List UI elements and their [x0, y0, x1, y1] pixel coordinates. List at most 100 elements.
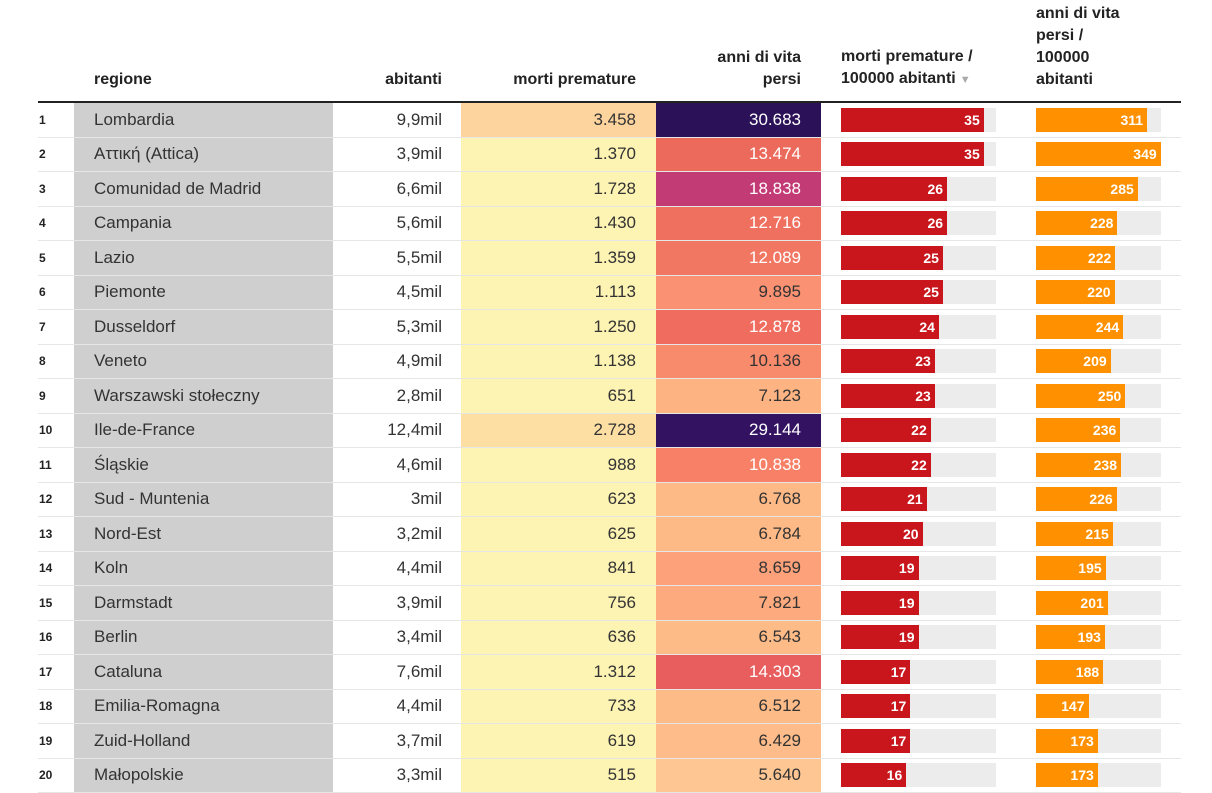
- years-lost-cell: 6.768: [656, 483, 821, 517]
- years-lost-per-100k-label: 244: [1096, 319, 1119, 335]
- years-lost-cell: 6.543: [656, 621, 821, 655]
- deaths-bar-track: 17: [841, 694, 996, 718]
- deaths-bar-track: 17: [841, 660, 996, 684]
- sort-descending-icon: ▼: [960, 74, 971, 86]
- header-years-lost-per-100k-line-3: 100000: [1036, 47, 1120, 69]
- years-lost-per-100k-cell: 222: [1036, 241, 1161, 275]
- years-lost-per-100k-cell: 215: [1036, 517, 1161, 551]
- years-lost-cell: 18.838: [656, 172, 821, 206]
- deaths-per-100k-label: 25: [923, 284, 939, 300]
- row-rank: 15: [38, 586, 74, 620]
- deaths-per-100k-bar: 20: [841, 522, 923, 546]
- deaths-per-100k-cell: 16: [841, 759, 996, 793]
- years-lost-per-100k-cell: 238: [1036, 448, 1161, 482]
- deaths-bar-track: 21: [841, 487, 996, 511]
- header-premature-deaths[interactable]: morti premature: [461, 69, 636, 91]
- years-lost-cell: 12.089: [656, 241, 821, 275]
- header-years-lost-per-100k[interactable]: anni di vita persi / 100000 abitanti: [1036, 3, 1120, 91]
- region-name: Αττική (Attica): [74, 138, 333, 172]
- years-bar-track: 220: [1036, 280, 1161, 304]
- premature-deaths-cell: 651: [461, 379, 656, 413]
- population-value: 3,2mil: [333, 517, 442, 551]
- deaths-per-100k-label: 35: [964, 146, 980, 162]
- deaths-per-100k-cell: 19: [841, 552, 996, 586]
- years-lost-per-100k-label: 195: [1078, 560, 1101, 576]
- header-years-lost-line-1: anni di vita: [656, 47, 801, 69]
- header-deaths-per-100k[interactable]: morti premature / 100000 abitanti▼: [841, 46, 973, 91]
- premature-deaths-cell: 1.728: [461, 172, 656, 206]
- years-bar-track: 193: [1036, 625, 1161, 649]
- row-rank: 9: [38, 379, 74, 413]
- row-rank: 6: [38, 276, 74, 310]
- years-lost-cell: 30.683: [656, 103, 821, 137]
- deaths-per-100k-cell: 35: [841, 138, 996, 172]
- years-lost-per-100k-cell: 209: [1036, 345, 1161, 379]
- years-lost-per-100k-label: 209: [1083, 353, 1106, 369]
- deaths-per-100k-bar: 16: [841, 763, 906, 787]
- population-value: 4,5mil: [333, 276, 442, 310]
- deaths-per-100k-cell: 20: [841, 517, 996, 551]
- header-population[interactable]: abitanti: [333, 69, 442, 91]
- deaths-per-100k-cell: 35: [841, 103, 996, 137]
- deaths-bar-track: 26: [841, 177, 996, 201]
- premature-deaths-cell: 636: [461, 621, 656, 655]
- years-bar-track: 215: [1036, 522, 1161, 546]
- row-rank: 4: [38, 207, 74, 241]
- years-lost-per-100k-bar: 147: [1036, 694, 1089, 718]
- premature-deaths-cell: 3.458: [461, 103, 656, 137]
- region-name: Darmstadt: [74, 586, 333, 620]
- premature-deaths-cell: 988: [461, 448, 656, 482]
- region-name: Veneto: [74, 345, 333, 379]
- years-lost-cell: 6.784: [656, 517, 821, 551]
- row-rank: 20: [38, 759, 74, 793]
- deaths-bar-track: 20: [841, 522, 996, 546]
- years-lost-per-100k-cell: 349: [1036, 138, 1161, 172]
- population-value: 3mil: [333, 483, 442, 517]
- years-lost-per-100k-cell: 244: [1036, 310, 1161, 344]
- years-lost-per-100k-bar: 215: [1036, 522, 1113, 546]
- deaths-per-100k-label: 17: [891, 664, 907, 680]
- years-lost-per-100k-cell: 220: [1036, 276, 1161, 310]
- row-rank: 17: [38, 655, 74, 689]
- region-name: Nord-Est: [74, 517, 333, 551]
- years-lost-cell: 14.303: [656, 655, 821, 689]
- header-region[interactable]: regione: [94, 69, 152, 91]
- header-region-label: regione: [94, 71, 152, 88]
- population-value: 2,8mil: [333, 379, 442, 413]
- years-bar-track: 209: [1036, 349, 1161, 373]
- row-rank: 7: [38, 310, 74, 344]
- population-value: 12,4mil: [333, 414, 442, 448]
- deaths-per-100k-cell: 25: [841, 276, 996, 310]
- deaths-per-100k-bar: 22: [841, 453, 931, 477]
- deaths-per-100k-label: 16: [887, 767, 903, 783]
- deaths-bar-track: 24: [841, 315, 996, 339]
- deaths-per-100k-label: 25: [923, 250, 939, 266]
- years-lost-per-100k-label: 188: [1076, 664, 1099, 680]
- header-years-lost[interactable]: anni di vita persi: [656, 47, 801, 91]
- data-table: regione abitanti morti premature anni di…: [38, 0, 1181, 793]
- years-bar-track: 349: [1036, 142, 1161, 166]
- years-lost-cell: 5.640: [656, 759, 821, 793]
- years-bar-track: 285: [1036, 177, 1161, 201]
- years-lost-per-100k-cell: 226: [1036, 483, 1161, 517]
